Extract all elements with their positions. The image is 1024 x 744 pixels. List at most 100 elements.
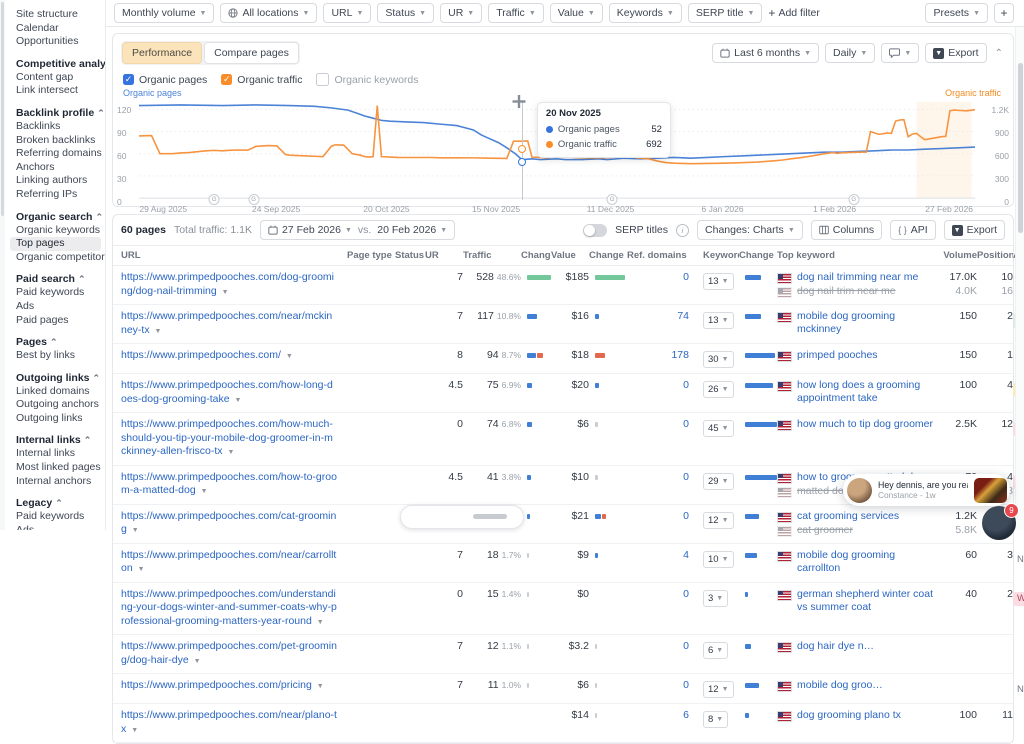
ref-domains-link[interactable]: 0	[683, 587, 689, 600]
sidebar-section-header[interactable]: Internal links ⌃	[16, 434, 92, 447]
google-update-marker-icon[interactable]: G	[606, 194, 618, 205]
info-icon[interactable]: i	[676, 223, 690, 237]
columns-button[interactable]: Columns	[810, 220, 883, 240]
table-export-button[interactable]: ▼ Export	[943, 220, 1005, 240]
keyword-link[interactable]: dog grooming plano tx	[797, 709, 901, 721]
sidebar-item-linking-authors[interactable]: Linking authors	[16, 174, 88, 187]
toggle-organic-keywords[interactable]: Organic keywords	[316, 73, 419, 86]
page-url-link[interactable]: https://www.primpedpooches.com/cat-groom…	[121, 509, 337, 536]
tab-performance[interactable]: Performance	[122, 42, 203, 64]
annotations-dropdown[interactable]: ▼	[881, 43, 920, 63]
sidebar-item-opportunities[interactable]: Opportunities	[16, 35, 79, 48]
sidebar-section-header[interactable]: Organic search ⌃	[16, 210, 103, 223]
page-url-link[interactable]: https://www.primpedpooches.com/how-long-…	[121, 379, 333, 405]
sidebar-item-outgoing-anchors[interactable]: Outgoing anchors	[16, 398, 99, 411]
horizontal-scrollbar-thumb[interactable]	[473, 514, 507, 519]
keywords-count-dropdown[interactable]: 13 ▼	[703, 312, 734, 329]
sidebar-item-anchors[interactable]: Anchors	[16, 160, 55, 173]
ref-domains-link[interactable]: 0	[683, 470, 689, 483]
page-url-link[interactable]: https://www.primpedpooches.com/ ▼	[121, 349, 293, 361]
keyword-link[interactable]: how much to tip dog groomer	[797, 418, 933, 430]
ref-domains-link[interactable]: 0	[683, 379, 689, 391]
ref-domains-link[interactable]: 178	[671, 349, 689, 361]
filter-keywords[interactable]: Keywords ▼	[608, 3, 682, 23]
keyword-link[interactable]: dog nail trimming near me	[797, 271, 919, 283]
keyword-link[interactable]: mobile dog grooming carrollton	[797, 548, 896, 574]
sidebar-item-paid-keywords[interactable]: Paid keywords	[16, 510, 85, 523]
column-header-change[interactable]: Change	[589, 250, 624, 261]
sidebar-item-best-by-links[interactable]: Best by links	[16, 349, 75, 362]
page-url-link[interactable]: https://www.primpedpooches.com/how-to-gr…	[121, 470, 337, 497]
sidebar-section-header[interactable]: Paid search ⌃	[16, 273, 86, 286]
sidebar-item-outgoing-links[interactable]: Outgoing links	[16, 411, 83, 424]
keywords-count-dropdown[interactable]: 12 ▼	[703, 511, 734, 529]
ref-domains-link[interactable]: 0	[683, 418, 689, 430]
keyword-link[interactable]: mobile dog groo…	[797, 679, 883, 691]
column-header-change[interactable]: Change	[739, 250, 774, 261]
column-header-ur[interactable]: UR	[425, 250, 439, 261]
page-url-link[interactable]: https://www.primpedpooches.com/how-much-…	[121, 418, 333, 457]
keywords-count-dropdown[interactable]: 29 ▼	[703, 472, 734, 490]
sidebar-item-backlinks[interactable]: Backlinks	[16, 119, 61, 132]
keywords-count-dropdown[interactable]: 13 ▼	[703, 273, 734, 290]
sidebar-section-header[interactable]: Legacy ⌃	[16, 497, 63, 510]
sidebar-section-header[interactable]: Pages ⌃	[16, 336, 58, 349]
keyword-link[interactable]: dog hair dye n…	[797, 640, 875, 652]
chart-plot-area[interactable]: 29 Aug 2025 24 Sep 2025 20 Oct 2025 15 Nov …	[139, 95, 975, 214]
sidebar-item-linked-domains[interactable]: Linked domains	[16, 384, 90, 397]
filter-status[interactable]: Status ▼	[377, 3, 435, 23]
tab-compare-pages[interactable]: Compare pages	[204, 42, 299, 64]
sidebar-scrollbar-thumb[interactable]	[1, 2, 4, 216]
sidebar-item-paid-keywords[interactable]: Paid keywords	[16, 286, 85, 299]
toggle-organic-pages[interactable]: ✓ Organic pages	[123, 74, 207, 86]
sidebar-item-paid-pages[interactable]: Paid pages	[16, 313, 69, 326]
horizontal-scrollbar[interactable]	[400, 505, 524, 529]
sidebar-item-broken-backlinks[interactable]: Broken backlinks	[16, 133, 96, 146]
presets-dropdown[interactable]: Presets ▼	[925, 3, 988, 23]
ref-domains-link[interactable]: 0	[683, 640, 689, 652]
toggle-organic-traffic[interactable]: ✓ Organic traffic	[221, 74, 302, 86]
ref-domains-link[interactable]: 0	[683, 509, 689, 522]
api-button[interactable]: { } API	[890, 220, 936, 240]
filter-all-locations[interactable]: All locations ▼	[220, 3, 318, 23]
column-header-url[interactable]: URL	[121, 250, 141, 261]
sidebar-item-site-structure[interactable]: Site structure	[16, 8, 78, 20]
google-update-marker-icon[interactable]: G	[848, 194, 860, 205]
keyword-link[interactable]: how long does a grooming appointment tak…	[797, 379, 921, 404]
ref-domains-link[interactable]: 6	[683, 709, 689, 721]
keywords-count-dropdown[interactable]: 10 ▼	[703, 550, 734, 568]
keywords-count-dropdown[interactable]: 26 ▼	[703, 381, 734, 398]
column-header-top-keyword[interactable]: Top keyword	[777, 250, 835, 261]
keyword-link[interactable]: mobile dog grooming mckinney	[797, 310, 896, 335]
page-scrollbar-thumb[interactable]	[1017, 63, 1023, 233]
serp-titles-toggle[interactable]	[583, 223, 608, 237]
column-header-ref-domains[interactable]: Ref. domains	[627, 250, 687, 261]
ref-domains-link[interactable]: 0	[683, 679, 689, 691]
sidebar-item-content-gap[interactable]: Content gap	[16, 70, 74, 83]
sidebar-section-header[interactable]: Backlink profile ⌃	[16, 106, 105, 119]
filter-value[interactable]: Value ▼	[549, 3, 603, 23]
sidebar-item-link-intersect[interactable]: Link intersect	[16, 84, 78, 97]
google-update-marker-icon[interactable]: G	[208, 194, 220, 205]
ref-domains-link[interactable]: 74	[677, 310, 689, 322]
keyword-link[interactable]: matted dog	[797, 484, 850, 497]
column-header-change[interactable]: Change	[521, 250, 551, 261]
sidebar-section-header[interactable]: Outgoing links ⌃	[16, 371, 101, 384]
sidebar-item-ads[interactable]: Ads	[16, 523, 35, 530]
ref-domains-link[interactable]: 0	[683, 271, 689, 283]
keyword-link[interactable]: cat grooming services	[797, 509, 900, 522]
filter-serp-title[interactable]: SERP title ▼	[687, 3, 763, 23]
filter-traffic[interactable]: Traffic ▼	[488, 3, 544, 23]
sidebar-item-internal-links[interactable]: Internal links	[16, 447, 75, 460]
sidebar-item-internal-anchors[interactable]: Internal anchors	[16, 474, 92, 487]
chat-message-preview[interactable]: Hey dennis, are you ready.... For... Con…	[843, 474, 1010, 506]
sidebar-item-most-linked-pages[interactable]: Most linked pages	[16, 461, 101, 474]
collapse-chart-button[interactable]: ⌃	[994, 47, 1003, 59]
google-update-marker-icon[interactable]: G	[248, 194, 260, 205]
keyword-link[interactable]: cat groomer	[797, 523, 854, 536]
sidebar-item-referring-domains[interactable]: Referring domains	[16, 147, 102, 160]
keywords-count-dropdown[interactable]: 30 ▼	[703, 351, 734, 368]
filter-monthly-volume[interactable]: Monthly volume ▼	[114, 3, 215, 23]
date-range-dropdown[interactable]: Last 6 months ▼	[712, 43, 820, 63]
page-scrollbar[interactable]	[1015, 27, 1024, 530]
